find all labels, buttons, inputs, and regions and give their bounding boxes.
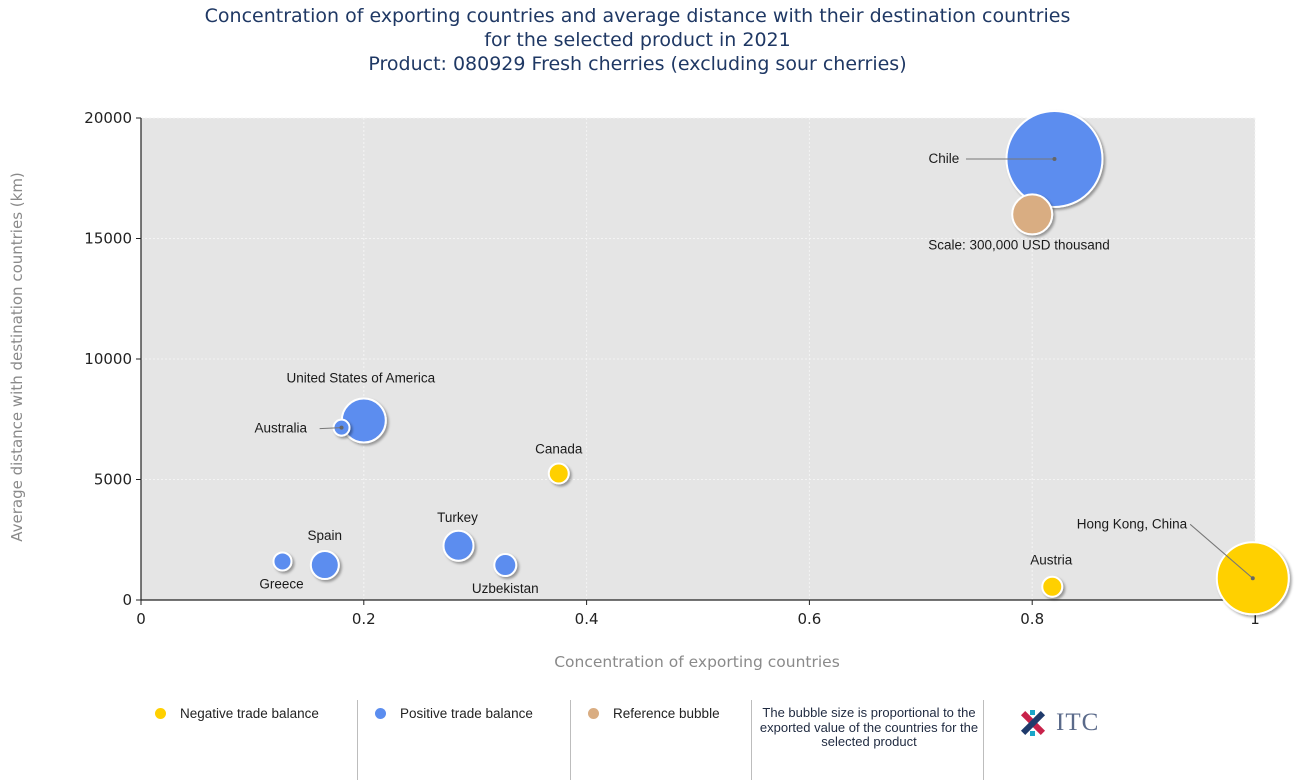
y-tick-label: 15000 <box>84 230 132 248</box>
y-axis-label: Average distance with destination countr… <box>8 172 26 542</box>
x-tick-label: 1 <box>1250 610 1260 628</box>
bubble-label: Australia <box>255 421 308 436</box>
title-line-3: Product: 080929 Fresh cherries (excludin… <box>368 53 907 75</box>
bubble <box>493 553 518 578</box>
leader-dot <box>1250 576 1255 581</box>
bubble <box>547 462 570 485</box>
bubble-label: Uzbekistan <box>472 581 539 596</box>
bubble-label: Hong Kong, China <box>1077 516 1188 531</box>
legend-divider <box>983 700 984 780</box>
x-tick-label: 0.4 <box>575 610 599 628</box>
bubble <box>1011 193 1054 236</box>
legend-divider <box>357 700 358 780</box>
leader-line <box>319 427 342 430</box>
legend-divider <box>751 700 752 780</box>
leader-dot <box>339 425 344 430</box>
bubble <box>272 551 293 572</box>
bubble-label: Spain <box>308 528 343 543</box>
x-axis-label: Concentration of exporting countries <box>554 653 840 671</box>
legend-positive-swatch <box>375 708 386 719</box>
bubble-labels: Chile Scale: 300,000 USD thousand United S… <box>255 151 1255 596</box>
x-tick-label: 0.2 <box>352 610 376 628</box>
bubble-label: Austria <box>1030 553 1073 568</box>
y-tick-label: 10000 <box>84 350 132 368</box>
title-line-1: Concentration of exporting countries and… <box>204 5 1071 27</box>
itc-logo-text: ITC <box>1056 709 1100 736</box>
bubble-label: Turkey <box>437 510 478 525</box>
bubble <box>442 529 475 562</box>
legend-reference: Reference bubble <box>588 706 720 721</box>
legend-negative-swatch <box>155 708 166 719</box>
legend-divider <box>570 700 571 780</box>
legend-reference-swatch <box>588 708 599 719</box>
bubble-label: Chile <box>928 151 959 166</box>
legend-reference-label: Reference bubble <box>613 706 720 721</box>
x-tick-label: 0.6 <box>797 610 821 628</box>
x-tick-label: 0 <box>136 610 146 628</box>
legend-positive: Positive trade balance <box>375 706 533 721</box>
bubble-chart: 0 0.2 0.4 0.6 0.8 1 0 5000 10000 15000 20000 Chile… <box>8 109 1290 671</box>
leader-line <box>1189 523 1254 579</box>
bubble-label: Greece <box>259 576 303 591</box>
bubble-label: United States of America <box>287 370 436 385</box>
bubble <box>309 550 340 581</box>
bubble-label: Canada <box>535 441 583 456</box>
grid-lines <box>140 117 1256 601</box>
bubble <box>1041 575 1064 598</box>
x-tick-label: 0.8 <box>1020 610 1044 628</box>
tick-labels: 0 0.2 0.4 0.6 0.8 1 0 5000 10000 15000 20000 <box>84 109 1259 628</box>
title-line-2: for the selected product in 2021 <box>484 29 791 51</box>
y-tick-label: 5000 <box>94 471 132 489</box>
bubble <box>340 397 387 444</box>
itc-logo: ITC <box>1016 708 1099 738</box>
y-tick-label: 0 <box>122 591 132 609</box>
itc-logo-icon <box>1020 710 1046 736</box>
axes <box>136 117 1256 605</box>
bubble-size-note: The bubble size is proportional to the e… <box>759 705 979 749</box>
leader-dot <box>1052 156 1057 161</box>
bubble-label: Scale: 300,000 USD thousand <box>928 237 1110 252</box>
legend-positive-label: Positive trade balance <box>400 706 533 721</box>
legend-negative-label: Negative trade balance <box>180 706 319 721</box>
y-tick-label: 20000 <box>84 109 132 127</box>
legend-negative: Negative trade balance <box>155 706 319 721</box>
chart-title: Concentration of exporting countries and… <box>0 4 1275 76</box>
